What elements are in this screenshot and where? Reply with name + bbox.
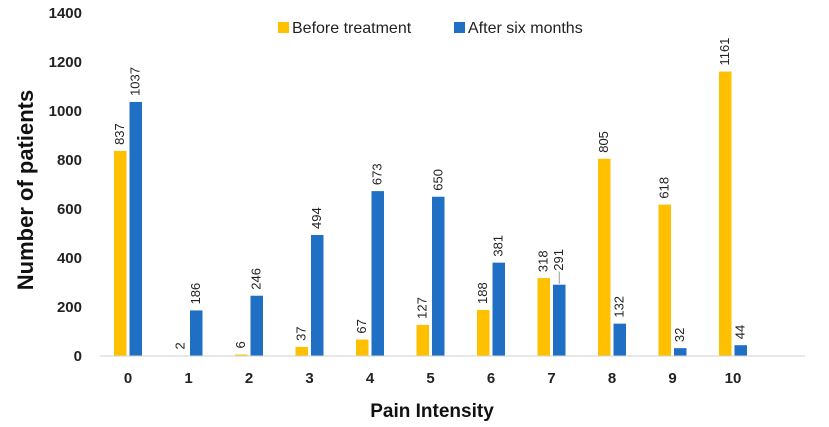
bar-after-six-months — [613, 323, 626, 356]
x-axis: 0 1 2 3 4 5 6 7 8 9 10 — [124, 370, 742, 387]
data-label-after-six-months: 291 — [551, 249, 566, 271]
y-tick-label: 200 — [57, 299, 82, 316]
y-tick-label: 400 — [57, 250, 82, 267]
data-label-after-six-months: 44 — [733, 325, 748, 339]
legend-swatch-before-treatment — [278, 22, 289, 33]
bar-before-treatment — [658, 204, 671, 356]
bar-before-treatment — [477, 309, 490, 356]
data-label-after-six-months: 32 — [672, 328, 687, 342]
data-label-before-treatment: 318 — [536, 250, 551, 272]
x-tick-label: 9 — [668, 370, 676, 387]
bar-after-six-months — [311, 234, 324, 356]
bar-before-treatment — [416, 324, 429, 356]
y-axis: 0 200 400 600 800 1000 1200 1400 — [49, 5, 82, 365]
data-label-before-treatment: 618 — [657, 177, 672, 199]
bar-after-six-months — [371, 191, 384, 356]
data-label-before-treatment: 67 — [354, 319, 369, 333]
bar-after-six-months — [190, 310, 203, 356]
y-tick-label: 1000 — [49, 103, 82, 120]
bar-after-six-months — [432, 196, 445, 356]
data-label-after-six-months: 381 — [491, 235, 506, 257]
bar-after-six-months — [129, 101, 142, 356]
data-label-before-treatment: 837 — [112, 123, 127, 145]
x-tick-label: 2 — [245, 370, 253, 387]
data-label-after-six-months: 673 — [370, 163, 385, 185]
bar-before-treatment — [235, 354, 248, 356]
bar-before-treatment — [537, 278, 550, 356]
bar-after-six-months — [492, 262, 505, 356]
legend-swatch-after-six-months — [454, 22, 465, 33]
data-label-before-treatment: 127 — [415, 297, 430, 319]
x-tick-label: 7 — [547, 370, 555, 387]
legend-label-before-treatment: Before treatment — [292, 20, 412, 37]
legend: Before treatment After six months — [278, 20, 583, 37]
bar-before-treatment — [598, 158, 611, 356]
y-tick-label: 600 — [57, 201, 82, 218]
data-label-after-six-months: 132 — [612, 296, 627, 318]
x-tick-label: 0 — [124, 370, 132, 387]
data-label-after-six-months: 246 — [249, 268, 264, 290]
y-tick-label: 1400 — [49, 5, 82, 22]
y-tick-label: 1200 — [49, 54, 82, 71]
data-label-before-treatment: 1161 — [717, 38, 732, 66]
x-tick-label: 3 — [305, 370, 313, 387]
data-label-before-treatment: 188 — [475, 282, 490, 304]
bar-before-treatment — [719, 71, 732, 357]
x-tick-label: 1 — [184, 370, 192, 387]
data-label-after-six-months: 186 — [188, 283, 203, 305]
bar-after-six-months — [734, 345, 747, 356]
x-tick-label: 8 — [608, 370, 616, 387]
legend-label-after-six-months: After six months — [468, 20, 583, 37]
bar-before-treatment — [295, 346, 308, 356]
y-tick-label: 0 — [74, 348, 82, 365]
data-label-before-treatment: 805 — [596, 131, 611, 153]
data-label-after-six-months: 494 — [309, 207, 324, 229]
data-label-after-six-months: 1037 — [128, 67, 143, 96]
data-label-before-treatment: 37 — [294, 326, 309, 340]
x-axis-title: Pain Intensity — [370, 401, 494, 422]
bar-after-six-months — [674, 348, 687, 356]
x-tick-label: 5 — [426, 370, 434, 387]
data-label-before-treatment: 6 — [233, 341, 248, 348]
bar-before-treatment — [356, 339, 369, 356]
bar-after-six-months — [250, 295, 263, 356]
y-tick-label: 800 — [57, 152, 82, 169]
y-axis-title: Number of patients — [13, 90, 38, 290]
bar-before-treatment — [114, 150, 127, 356]
bars — [114, 71, 747, 357]
x-tick-label: 10 — [725, 370, 742, 387]
data-labels: 837 1037 2 186 6 246 37 494 67 673 127 650 188 381 318… — [112, 38, 748, 350]
x-tick-label: 6 — [487, 370, 495, 387]
x-tick-label: 4 — [366, 370, 375, 387]
data-label-after-six-months: 650 — [430, 169, 445, 191]
data-label-before-treatment: 2 — [173, 342, 188, 349]
bar-after-six-months — [553, 284, 566, 356]
